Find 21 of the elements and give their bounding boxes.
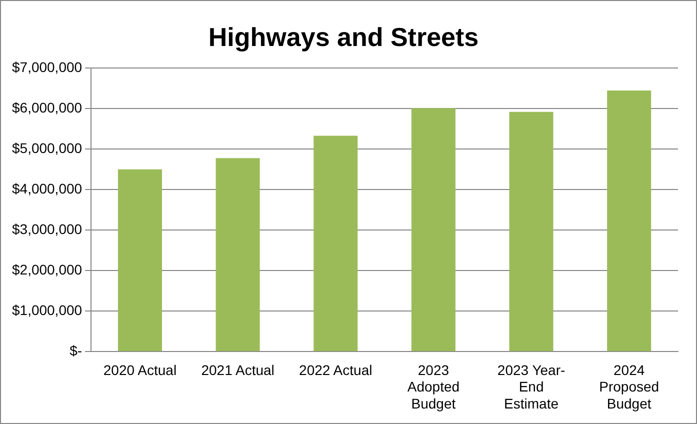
y-tick-label: $4,000,000 <box>12 180 82 197</box>
bar <box>216 158 260 352</box>
x-tick-label: 2022 Actual <box>299 362 372 378</box>
y-tick-label: $2,000,000 <box>12 261 82 278</box>
bar <box>314 136 358 352</box>
x-tick-label: 2021 Actual <box>201 362 274 378</box>
x-tick-label: 2024 Proposed Budget <box>599 362 660 412</box>
x-tick-label: 2023 Adopted Budget <box>407 362 460 412</box>
bar <box>607 90 652 352</box>
y-tick-label: $1,000,000 <box>12 302 82 318</box>
x-tick-label: 2020 Actual <box>103 362 177 378</box>
bar <box>118 169 162 352</box>
y-tick-label: $7,000,000 <box>12 59 82 76</box>
y-tick-label: $- <box>70 342 82 358</box>
bar <box>509 112 554 352</box>
y-tick-label: $6,000,000 <box>12 100 82 116</box>
y-tick-label: $3,000,000 <box>12 221 82 237</box>
bar <box>411 108 456 352</box>
x-tick-label: 2023 Year-End Estimate <box>497 362 566 412</box>
y-tick-label: $5,000,000 <box>12 140 82 156</box>
chart-title: Highways and Streets <box>208 22 479 52</box>
